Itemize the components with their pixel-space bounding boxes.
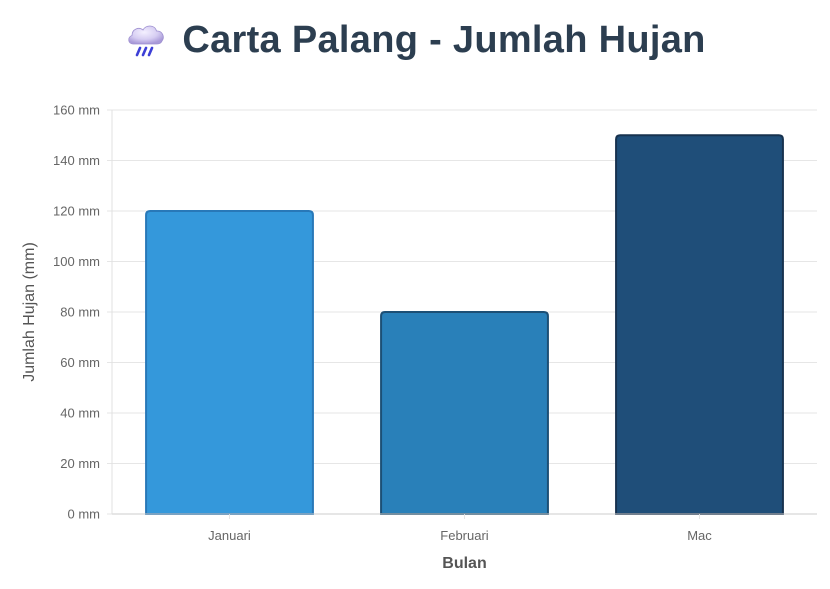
x-tick-label: Februari [440,528,489,543]
y-tick-label: 100 mm [53,254,100,269]
bars [145,134,784,515]
chart-header: Carta Palang - Jumlah Hujan [0,14,830,66]
y-tick-label: 40 mm [60,406,100,421]
x-axis-ticks: Januari Februari Mac [208,514,712,543]
y-axis-title: Jumlah Hujan (mm) [21,242,38,382]
bar-januari[interactable] [145,210,314,515]
y-axis-ticks: 0 mm 20 mm 40 mm 60 mm 80 mm 100 mm 120 mm 140 … [53,103,112,522]
x-axis-title: Bulan [442,555,486,572]
y-tick-label: 20 mm [60,456,100,471]
rain-cloud-icon [128,25,164,57]
x-tick-label: Januari [208,528,251,543]
y-tick-label: 120 mm [53,204,100,219]
bar-mac[interactable] [615,134,784,515]
chart-title: Carta Palang - Jumlah Hujan [182,18,706,61]
x-tick-label: Mac [687,528,712,543]
bar-februari[interactable] [380,311,549,515]
y-tick-label: 60 mm [60,355,100,370]
y-tick-label: 160 mm [53,103,100,118]
y-tick-label: 80 mm [60,305,100,320]
y-tick-label: 140 mm [53,153,100,168]
y-tick-label: 0 mm [68,507,101,522]
